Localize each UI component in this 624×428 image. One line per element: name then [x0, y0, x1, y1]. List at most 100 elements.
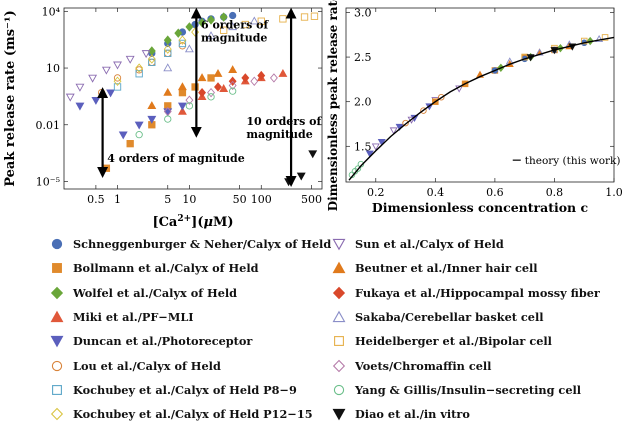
left-data-point	[207, 93, 215, 101]
theory-curve	[348, 36, 615, 181]
left-data-point	[219, 84, 229, 92]
left-data-point	[174, 28, 183, 38]
marker-shape	[334, 336, 344, 347]
left-data-point	[207, 15, 215, 25]
left-data-point	[75, 83, 85, 92]
left-data-point	[308, 150, 318, 159]
right-data-point	[521, 53, 528, 61]
left-x-tick-label: 1	[114, 193, 121, 206]
legend-item: Voets/Chromaffin cell	[332, 356, 491, 376]
legend-item: Lou et al./Calyx of Held	[50, 356, 221, 376]
left-data-point	[241, 20, 249, 29]
left-data-point	[220, 26, 228, 34]
right-plot-frame	[345, 7, 615, 183]
right-y-tick-label: 1.5	[354, 140, 372, 153]
left-data-point	[135, 130, 143, 139]
marker-shape	[332, 286, 346, 299]
legend-label: Duncan et al./Photoreceptor	[73, 334, 253, 349]
left-data-point	[164, 115, 172, 123]
right-data-point	[420, 107, 427, 114]
left-data-point	[178, 39, 187, 48]
right-y-tick-label: 2.5	[354, 51, 372, 64]
legend-label: Wolfel et al./Calyx of Held	[73, 285, 238, 300]
marker-shape	[50, 407, 64, 421]
left-x-axis-title-part: [Ca	[152, 215, 177, 230]
right-x-tick-label: 0.4	[427, 186, 445, 199]
left-series-miki	[177, 68, 288, 115]
left-series-beutner	[147, 65, 238, 110]
left-data-point	[184, 44, 194, 53]
legend-label: Schneggenburger & Neher/Calyx of Held	[73, 237, 332, 251]
right-x-tick-label: 0.8	[546, 186, 564, 199]
left-x-axis-title-part: μ	[203, 215, 213, 230]
legend-item: Schneggenburger & Neher/Calyx of Held	[50, 234, 331, 254]
legend-item: Kochubey et al./Calyx of Held P8−9	[50, 380, 297, 400]
left-data-point	[106, 89, 116, 98]
marker-shape	[332, 359, 346, 372]
marker-shape	[333, 384, 345, 395]
marker-shape	[50, 286, 64, 299]
left-data-point	[163, 108, 173, 117]
left-series-sun	[65, 50, 151, 102]
left-x-axis-title-part: ](	[191, 215, 203, 230]
left-x-tick-label: 500	[301, 193, 322, 206]
left-x-tick-label: 5	[164, 193, 171, 206]
right-data-point	[601, 34, 609, 41]
left-data-point	[113, 83, 122, 91]
left-data-point	[279, 15, 287, 23]
circle-marker-icon	[333, 384, 345, 395]
left-x-axis-title-part: 2+	[177, 214, 191, 224]
right-data-point	[595, 34, 604, 43]
legend-item: Fukaya et al./Hippocampal mossy fiber	[332, 283, 600, 303]
left-data-point	[213, 68, 223, 77]
diamond-marker-icon	[50, 407, 64, 421]
triangle-up-marker-icon	[332, 261, 346, 274]
annotation-10-orders-line: 10 orders of	[246, 115, 322, 128]
left-data-point	[101, 66, 111, 75]
triangle-down-marker-icon	[50, 336, 64, 348]
right-y-tick-label: 2.0	[354, 96, 372, 109]
legend-label: Kochubey et al./Calyx of Held P12−15	[73, 407, 313, 422]
left-data-point	[219, 12, 228, 22]
legend-label: Bollmann et al./Calyx of Held	[73, 261, 259, 276]
left-data-point	[300, 13, 309, 21]
right-chart: 0.2 0.4 0.6 0.8 1.0 1.5 2.0 2.5 3.0 Dimensionless…	[326, 0, 623, 215]
left-data-point	[113, 61, 122, 70]
left-data-point	[102, 164, 111, 172]
left-data-point	[249, 16, 259, 25]
marker-shape	[332, 310, 346, 323]
left-data-point	[88, 74, 98, 83]
left-x-tick-label: 10	[182, 193, 196, 206]
diamond-marker-icon	[332, 359, 346, 372]
annotation-6-orders-line: 6 orders of	[201, 19, 269, 32]
left-data-point	[147, 54, 156, 64]
left-data-point	[206, 31, 216, 40]
left-data-point	[164, 49, 172, 57]
marker-shape	[50, 336, 64, 348]
left-data-point	[229, 11, 237, 20]
theory-legend-label: theory (this work)	[525, 155, 621, 167]
legend-label: Kochubey et al./Calyx of Held P8−9	[73, 382, 297, 397]
right-data-point	[580, 37, 588, 45]
annotation-6-orders: 6 orders of magnitude	[201, 19, 269, 45]
left-y-tick-label: 0.01	[36, 119, 61, 132]
left-x-tick-label: 100	[251, 193, 272, 206]
legend-item: Heidelberger et al./Bipolar cell	[332, 331, 552, 351]
left-data-point	[148, 58, 156, 67]
left-data-point	[228, 80, 237, 91]
figure-svg: 0.5 1 5 10 50 100 500 10⁻⁵ 0.01 10 10⁴ Peak release…	[3, 0, 623, 230]
left-data-point	[269, 73, 278, 83]
marker-shape	[51, 238, 63, 250]
left-y-tick-label: 10⁴	[42, 5, 61, 18]
triangle-down-marker-icon	[332, 238, 346, 251]
left-data-point	[118, 131, 128, 140]
right-data-point	[455, 85, 464, 93]
left-data-point	[135, 66, 143, 74]
left-data-point	[126, 140, 134, 148]
annotation-10-orders: 10 orders of magnitude	[246, 115, 322, 141]
right-series-yang-gillis	[348, 160, 365, 179]
legend-label: Yang & Gillis/Insulin−secreting cell	[355, 382, 582, 397]
left-data-point	[177, 82, 187, 91]
legend-label: Diao et al./in vitro	[355, 407, 470, 422]
left-y-axis-title: Peak release rate (ms⁻¹)	[3, 10, 18, 187]
